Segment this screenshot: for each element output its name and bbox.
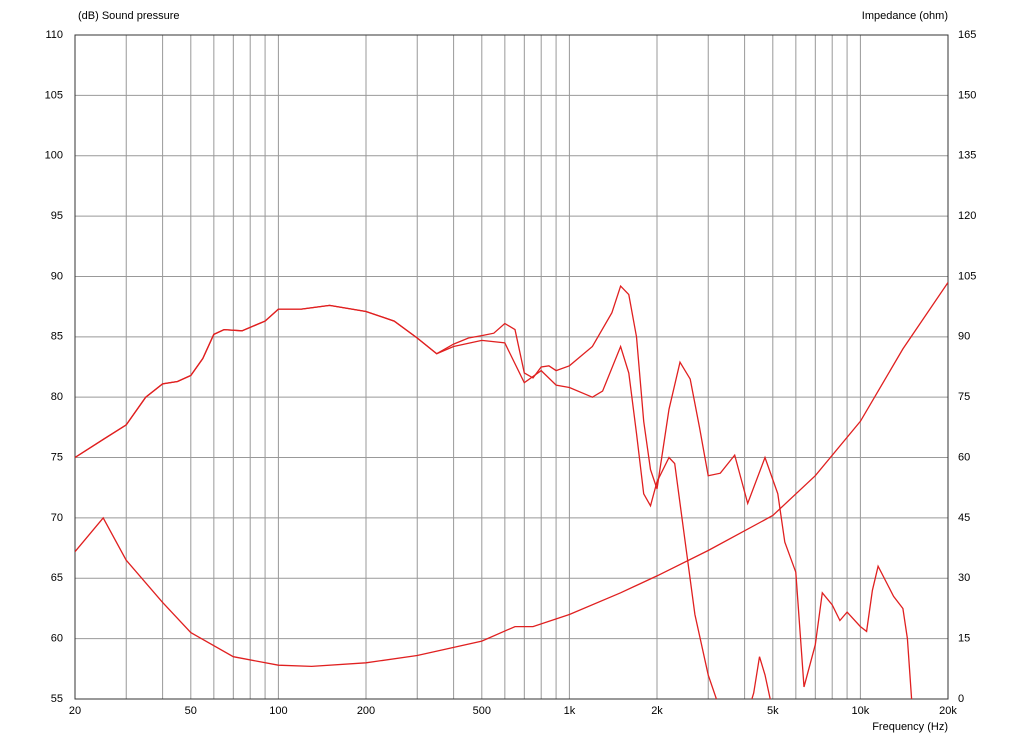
y-tick-label: 100 <box>45 150 63 162</box>
y-tick-label: 60 <box>51 633 63 645</box>
x-tick-label: 1k <box>564 705 576 717</box>
y-tick-label: 65 <box>51 572 63 584</box>
y-tick-label: 75 <box>51 451 63 463</box>
y2-tick-label: 135 <box>958 150 976 162</box>
y-tick-label: 70 <box>51 512 63 524</box>
y-tick-label: 95 <box>51 210 63 222</box>
plot-border <box>74 34 949 700</box>
series-line <box>75 282 948 668</box>
y-tick-label: 80 <box>51 391 63 403</box>
y-tick-label: 90 <box>51 270 63 282</box>
y2-tick-label: 60 <box>958 451 970 463</box>
y2-axis-label: Impedance (ohm) <box>862 10 948 22</box>
x-tick-label: 2k <box>651 705 663 717</box>
y2-tick-label: 45 <box>958 512 970 524</box>
y2-tick-label: 120 <box>958 210 976 222</box>
y2-tick-label: 150 <box>958 89 976 101</box>
x-tick-label: 200 <box>357 705 375 717</box>
y-tick-label: 55 <box>51 693 63 705</box>
x-tick-label: 10k <box>852 705 870 717</box>
x-tick-label: 50 <box>185 705 197 717</box>
x-axis-label: Frequency (Hz) <box>872 721 948 733</box>
series-line <box>75 304 771 699</box>
y-tick-label: 85 <box>51 331 63 343</box>
x-tick-label: 20k <box>939 705 957 717</box>
y2-tick-label: 105 <box>958 270 976 282</box>
y2-tick-label: 90 <box>958 331 970 343</box>
x-tick-label: 500 <box>473 705 491 717</box>
series-line <box>75 284 913 699</box>
y-tick-label: 105 <box>45 89 63 101</box>
y2-tick-label: 165 <box>958 29 976 41</box>
y-axis-label: (dB) Sound pressure <box>78 10 180 22</box>
x-tick-label: 100 <box>269 705 287 717</box>
y2-tick-label: 15 <box>958 633 970 645</box>
y2-tick-label: 30 <box>958 572 970 584</box>
x-tick-label: 20 <box>69 705 81 717</box>
y2-tick-label: 75 <box>958 391 970 403</box>
y2-tick-label: 0 <box>958 693 964 705</box>
x-tick-label: 5k <box>767 705 779 717</box>
y-tick-label: 110 <box>45 29 63 41</box>
